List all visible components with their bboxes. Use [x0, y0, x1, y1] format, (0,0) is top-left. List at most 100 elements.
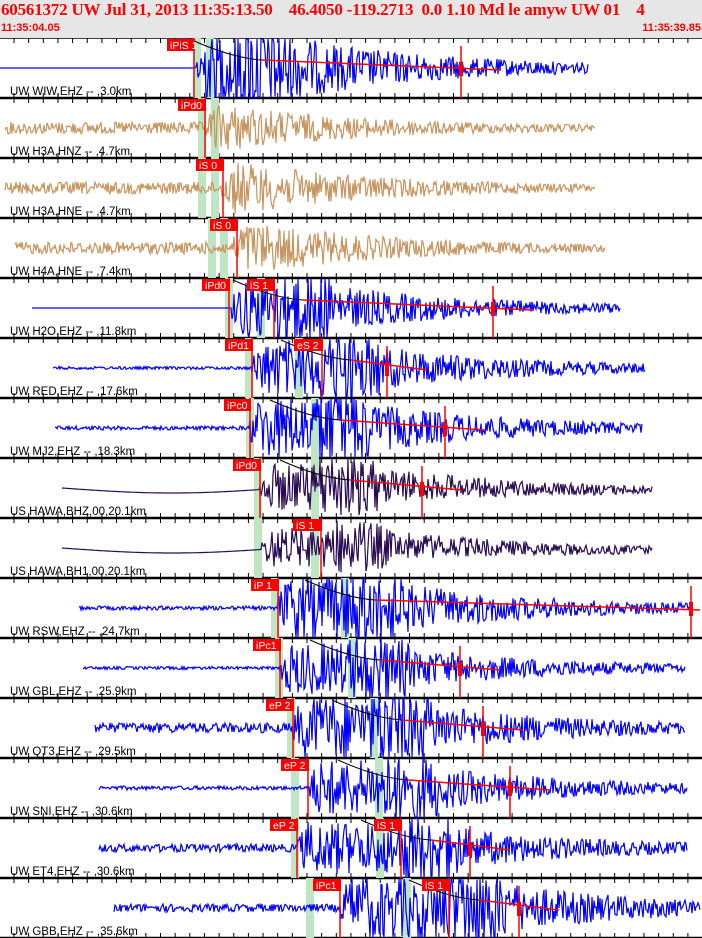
- coda-end-marker: [459, 62, 463, 76]
- trace-row: iS 0 UW H4A,HNE -- ,7.4km: [10, 218, 606, 278]
- pick-flag: [196, 159, 224, 171]
- pick-window: [211, 158, 219, 218]
- coda-fit-curve: [331, 699, 403, 721]
- waveform: [82, 638, 686, 699]
- event-title: 60561372 UW Jul 31, 2013 11:35:13.50 46.…: [1, 0, 645, 19]
- waveform: [0, 38, 589, 98]
- trace-row: iPiS 1 UW WIW,EHZ -- ,3.0km: [0, 38, 589, 98]
- trace-row: eP 2 UW SNI,EHZ -- ,30.6km: [10, 758, 688, 818]
- pick-label: iS 0: [199, 160, 217, 172]
- station-label: UW WIW,EHZ -- ,3.0km: [10, 86, 131, 98]
- coda-fit-line: [407, 779, 551, 791]
- pick-label: eS 2: [297, 340, 319, 352]
- waveform: [98, 758, 688, 818]
- pick-flag: [281, 759, 309, 771]
- pick-window: [254, 458, 262, 518]
- station-label: UW QT3,EHZ -- ,29.5km: [10, 746, 136, 758]
- coda-fit-curve: [360, 819, 432, 841]
- pick-flag: [293, 519, 322, 531]
- trace-row: iPc1 iS 1 UW GBB,EHZ -- ,35.6km: [10, 877, 701, 938]
- waveform: [14, 225, 606, 270]
- coda-end-marker: [443, 422, 447, 436]
- coda-fit-line: [374, 599, 701, 611]
- pick-flag: [247, 279, 275, 291]
- coda-fit-line: [302, 299, 534, 311]
- station-label: UW ET4,EHZ -- ,30.6km: [10, 866, 135, 878]
- waveform: [52, 338, 646, 399]
- trace-row: eP 2 UW QT3,EHZ -- ,29.5km: [10, 698, 685, 758]
- pick-flag: [422, 879, 450, 891]
- seismogram-panel[interactable]: iPiS 1 UW WIW,EHZ -- ,3.0km iPd0 UW H3A,HNZ…: [0, 38, 702, 938]
- station-label: UW MJ2,EHZ -- ,18.3km: [10, 446, 135, 458]
- pick-flag: [210, 219, 238, 231]
- pick-label: iS 1: [425, 880, 443, 892]
- coda-end-marker: [481, 722, 485, 736]
- pick-flag: [313, 879, 341, 891]
- coda-fit-curve: [191, 39, 263, 61]
- pick-window: [206, 38, 214, 98]
- pick-label: iS 0: [213, 220, 231, 232]
- event-header: 60561372 UW Jul 31, 2013 11:35:13.50 46.…: [0, 0, 702, 38]
- coda-end-marker: [458, 662, 462, 676]
- trace-row: iP 1 UW RSW,EHZ -- ,24.7km: [10, 578, 701, 638]
- coda-fit-curve: [232, 279, 304, 301]
- pick-label: iPd0: [236, 460, 257, 472]
- coda-fit-curve: [269, 399, 341, 421]
- waveform: [54, 396, 643, 459]
- coda-fit-curve: [337, 759, 409, 781]
- pick-window: [370, 698, 378, 758]
- station-label: UW H3A,HNE -- ,4.7km: [10, 206, 131, 218]
- coda-end-marker: [517, 902, 521, 916]
- trace-row: iPd0 US HAWA,BHZ,00,20.1km: [10, 458, 653, 518]
- pick-label: iPc1: [256, 640, 277, 652]
- station-label: UW H3A,HNZ -- ,4.7km: [10, 146, 130, 158]
- station-label: UW RSW,EHZ -- ,24.7km: [10, 626, 140, 638]
- pick-flag: [270, 819, 298, 831]
- trace-row: iPd0 iS 1 UW H2O,EHZ -- ,11.8km: [10, 278, 621, 338]
- trace-row: iPd0 UW H3A,HNZ -- ,4.7km: [4, 98, 596, 158]
- coda-end-marker: [385, 362, 389, 376]
- pick-label: iPd0: [181, 100, 202, 112]
- pick-window: [198, 98, 206, 158]
- pick-flag: [253, 639, 281, 651]
- waveform: [98, 818, 688, 879]
- pick-flag: [251, 579, 279, 591]
- pick-label: iPiS 1: [170, 40, 198, 52]
- coda-end-marker: [468, 842, 472, 856]
- trace-row: iPd1 eS 2 UW RED,EHZ -- ,17.6km: [10, 338, 646, 399]
- pick-label: iPc0: [227, 400, 248, 412]
- station-label: UW GBB,EHZ -- ,35.6km: [10, 926, 138, 938]
- pick-window: [311, 398, 319, 458]
- pick-label: eP 2: [269, 700, 291, 712]
- pick-label: iPd0: [205, 280, 226, 292]
- station-label: US HAWA,BHZ,00,20.1km: [10, 506, 146, 518]
- coda-fit-curve: [279, 459, 351, 481]
- station-label: UW H2O,EHZ -- ,11.8km: [10, 326, 136, 338]
- pick-flag: [294, 339, 323, 351]
- pick-flag: [224, 399, 251, 411]
- pick-window: [254, 518, 262, 578]
- station-label: US HAWA,BH1,00,20.1km: [10, 566, 145, 578]
- waveform: [4, 104, 596, 150]
- pick-flag: [167, 39, 195, 51]
- pick-label: iS 1: [250, 280, 268, 292]
- pick-label: iPc1: [316, 880, 337, 892]
- pick-window: [208, 218, 216, 278]
- pick-flag: [233, 459, 261, 471]
- pick-label: iS 1: [296, 520, 314, 532]
- pick-flag: [225, 339, 253, 351]
- coda-end-marker: [420, 482, 424, 496]
- coda-fit-line: [349, 479, 463, 491]
- trace-row: iS 0 UW H3A,HNE -- ,4.7km: [4, 158, 596, 218]
- pick-flag: [202, 279, 230, 291]
- coda-end-marker: [689, 602, 693, 616]
- trace-row: iPc1 UW GBL,EHZ -- ,25.9km: [10, 638, 686, 699]
- coda-fit-line: [339, 419, 486, 431]
- waveform: [4, 163, 596, 214]
- pick-label: eP 2: [273, 820, 295, 832]
- station-label: UW RED,EHZ -- ,17.6km: [10, 386, 138, 398]
- pick-label: iP 1: [254, 580, 272, 592]
- pick-label: eP 2: [284, 760, 306, 772]
- pick-label: iPd1: [228, 340, 249, 352]
- waveform: [113, 877, 701, 938]
